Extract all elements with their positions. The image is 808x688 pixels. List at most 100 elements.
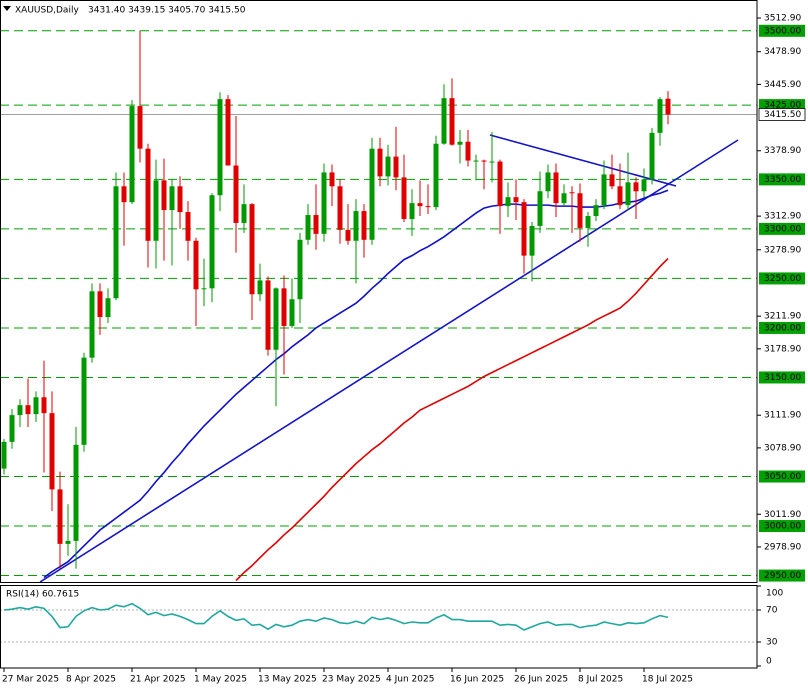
candle-body bbox=[625, 182, 631, 206]
candle-body bbox=[41, 397, 47, 414]
candle-body bbox=[89, 291, 95, 358]
x-tick-label: 27 Mar 2025 bbox=[2, 675, 59, 685]
current-price-box bbox=[758, 108, 806, 121]
level-label-box bbox=[759, 470, 805, 483]
x-tick-label: 4 Jun 2025 bbox=[386, 675, 434, 685]
candle-body bbox=[633, 182, 639, 192]
rsi-panel-border bbox=[0, 585, 758, 669]
candle-body bbox=[169, 186, 175, 211]
candle-body bbox=[105, 298, 111, 318]
level-label: 3250.00 bbox=[764, 274, 801, 284]
level-label-box bbox=[759, 222, 805, 235]
candle-body bbox=[289, 299, 295, 326]
candle-body bbox=[553, 172, 559, 204]
level-label-box bbox=[759, 321, 805, 334]
candle-body bbox=[129, 106, 135, 203]
candle-body bbox=[209, 195, 215, 289]
candle-body bbox=[473, 160, 479, 162]
candle-body bbox=[329, 172, 335, 187]
candle-body bbox=[345, 229, 351, 241]
y-tick-label: 2978.90 bbox=[764, 542, 801, 552]
candle-body bbox=[185, 212, 191, 241]
candle-body bbox=[265, 280, 271, 350]
candle-body bbox=[281, 288, 287, 326]
candle-body bbox=[153, 180, 159, 241]
candle-body bbox=[601, 174, 607, 206]
candle-body bbox=[17, 405, 23, 416]
candle-body bbox=[217, 99, 223, 196]
candle-body bbox=[537, 191, 543, 226]
y-tick-label: 30 bbox=[766, 638, 778, 648]
candle-body bbox=[465, 141, 471, 161]
candle-body bbox=[273, 288, 279, 350]
candle-body bbox=[385, 156, 391, 177]
level-label: 3050.00 bbox=[764, 472, 801, 482]
candle-body bbox=[1, 441, 7, 469]
candle-body bbox=[377, 148, 383, 177]
y-tick-label: 3478.90 bbox=[764, 47, 801, 57]
x-tick-label: 21 Apr 2025 bbox=[130, 675, 186, 685]
candle-body bbox=[97, 291, 103, 318]
chart-title: XAUUSD,Daily bbox=[15, 6, 79, 16]
candle-body bbox=[513, 197, 519, 203]
indicator-line bbox=[235, 258, 669, 582]
level-label: 3350.00 bbox=[764, 175, 801, 185]
candle-body bbox=[193, 240, 199, 290]
candle-body bbox=[249, 204, 255, 295]
candle-body bbox=[545, 172, 551, 192]
y-tick-label: 3211.90 bbox=[764, 312, 801, 322]
candle-body bbox=[65, 540, 71, 544]
candle-body bbox=[313, 215, 319, 234]
candle-body bbox=[393, 156, 399, 178]
candle-body bbox=[489, 161, 495, 163]
candle-body bbox=[241, 204, 247, 223]
y-tick-label: 3445.90 bbox=[764, 80, 801, 90]
y-tick-label: 0 bbox=[766, 657, 772, 667]
candle-body bbox=[561, 193, 567, 204]
candle-body bbox=[73, 444, 79, 541]
candle-body bbox=[497, 161, 503, 207]
candle-body bbox=[409, 203, 415, 219]
menu-arrow[interactable] bbox=[3, 6, 11, 11]
candle-body bbox=[481, 160, 487, 162]
candle-body bbox=[425, 206, 431, 208]
candle-body bbox=[337, 186, 343, 230]
candle-body bbox=[177, 186, 183, 213]
candle-body bbox=[593, 205, 599, 217]
current-price-label: 3415.50 bbox=[764, 110, 801, 120]
level-label-box bbox=[759, 569, 805, 582]
candle-body bbox=[201, 288, 207, 290]
trendline bbox=[489, 134, 677, 187]
price-panel-border bbox=[0, 0, 758, 583]
candle-body bbox=[657, 99, 663, 133]
y-tick-label: 3011.90 bbox=[764, 510, 801, 520]
y-tick-label: 3078.90 bbox=[764, 443, 801, 453]
candle-body bbox=[457, 141, 463, 145]
x-tick-label: 13 May 2025 bbox=[258, 675, 317, 685]
candle-body bbox=[233, 165, 239, 223]
x-tick-label: 26 Jun 2025 bbox=[514, 675, 568, 685]
candle-body bbox=[33, 397, 39, 415]
y-tick-label: 3111.90 bbox=[764, 411, 801, 421]
y-tick-label: 3178.90 bbox=[764, 344, 801, 354]
x-tick-label: 18 Jul 2025 bbox=[642, 675, 693, 685]
candle-body bbox=[113, 186, 119, 299]
level-label: 3300.00 bbox=[764, 224, 801, 234]
candle-body bbox=[305, 215, 311, 240]
candle-body bbox=[641, 179, 647, 192]
x-tick-label: 8 Jul 2025 bbox=[578, 675, 623, 685]
candle-body bbox=[521, 202, 527, 256]
candle-body bbox=[609, 174, 615, 187]
candle-body bbox=[297, 239, 303, 300]
y-tick-label: 3378.90 bbox=[764, 146, 801, 156]
rsi-panel bbox=[0, 602, 757, 643]
candle-body bbox=[569, 192, 575, 194]
level-label-box bbox=[759, 272, 805, 285]
candle-body bbox=[121, 186, 127, 203]
rsi-title: RSI(14) 60.7615 bbox=[6, 590, 79, 600]
indicator-line bbox=[43, 189, 669, 579]
candle-body bbox=[449, 98, 455, 145]
candle-body bbox=[585, 216, 591, 228]
